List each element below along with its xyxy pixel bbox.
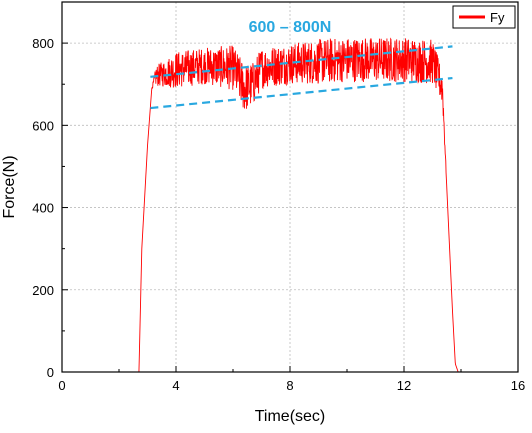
legend: Fy [452, 5, 516, 29]
series-layer [62, 37, 464, 373]
x-axis-label: Time(sec) [255, 408, 326, 425]
axis-ticks: 0 4 8 12 16 0 200 400 600 800 [32, 36, 525, 393]
y-tick-label: 400 [32, 201, 54, 216]
range-annotation: 600 – 800N [249, 19, 332, 36]
x-tick-label: 16 [511, 378, 525, 393]
legend-label-fy: Fy [490, 10, 505, 25]
x-tick-label: 12 [397, 378, 411, 393]
x-tick-label: 8 [286, 378, 293, 393]
y-axis-label: Force(N) [1, 155, 18, 218]
x-tick-label: 4 [172, 378, 179, 393]
guide-line-upper [150, 45, 453, 78]
y-tick-label: 600 [32, 118, 54, 133]
y-tick-label: 800 [32, 36, 54, 51]
series-line-fy [62, 37, 464, 373]
guide-lines [150, 45, 453, 110]
y-tick-label: 0 [47, 365, 54, 380]
guide-line-lower [150, 76, 453, 110]
x-tick-label: 0 [58, 378, 65, 393]
y-tick-label: 200 [32, 283, 54, 298]
